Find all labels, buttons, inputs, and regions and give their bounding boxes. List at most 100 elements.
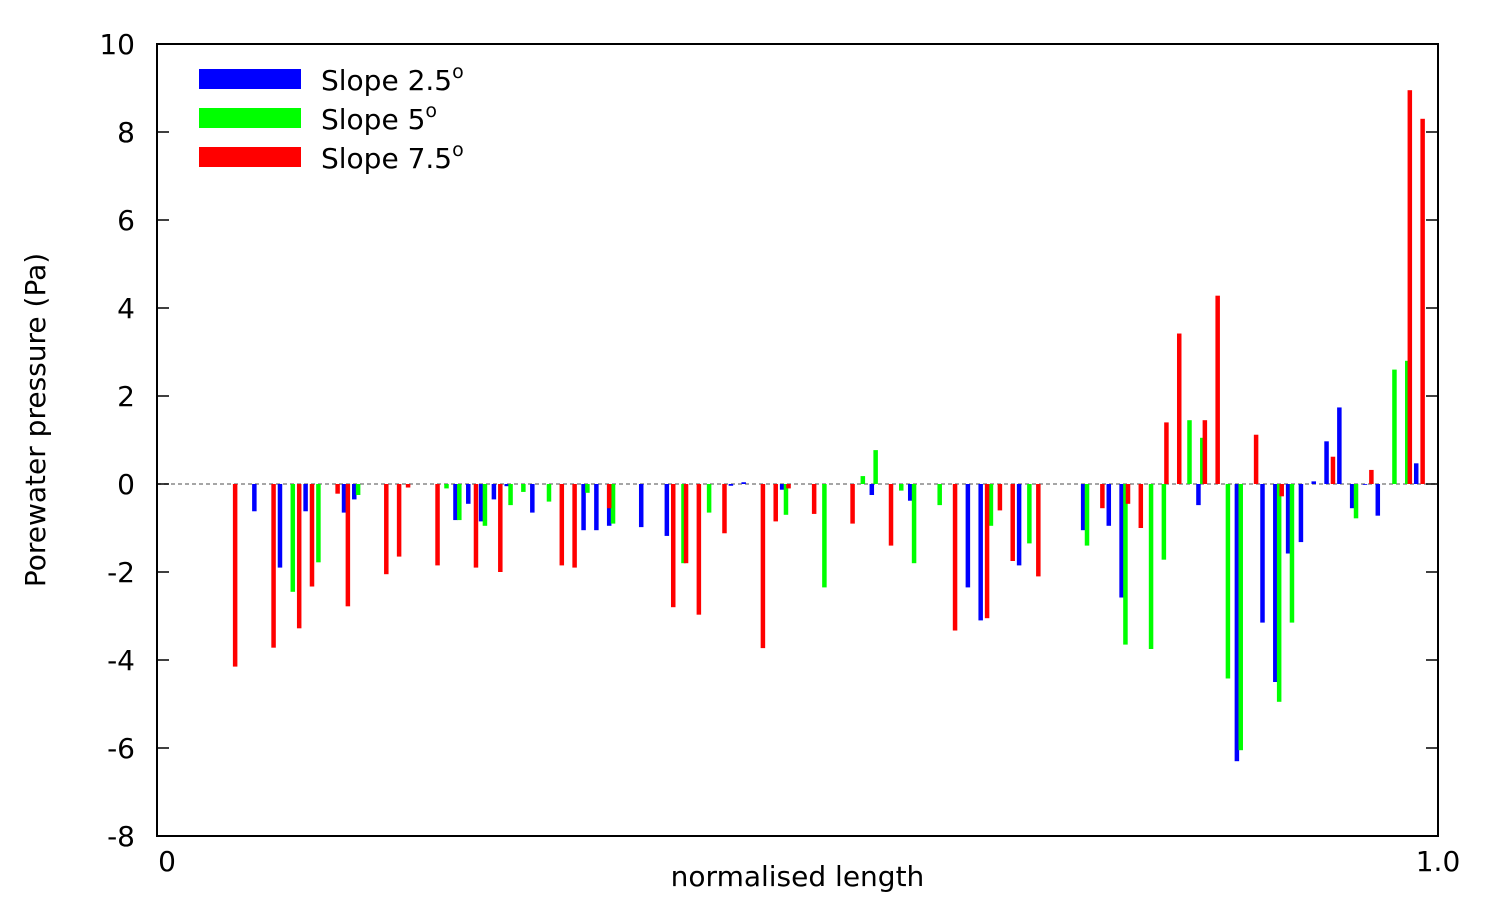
bar-series-2-point-1	[290, 484, 296, 592]
bar-series-3-point-43	[1420, 118, 1425, 485]
bar-series-1-point-27	[1119, 484, 1124, 598]
legend-swatch-series-3	[199, 147, 301, 167]
bar-series-3-point-39	[1279, 484, 1284, 497]
bar-series-2-point-13	[706, 484, 712, 513]
bar-series-2-point-7	[508, 484, 513, 506]
bar-series-2-point-4	[444, 484, 449, 489]
bar-series-3-point-2	[271, 484, 276, 648]
y-tick-label: -6	[107, 732, 135, 765]
bar-series-3-point-27	[984, 484, 990, 619]
bar-series-3-point-13	[559, 484, 565, 566]
bar-series-1-point-2	[277, 484, 283, 568]
bar-series-1-point-5	[352, 484, 357, 500]
bar-series-3-point-7	[384, 484, 389, 575]
bar-series-3-point-5	[335, 484, 340, 494]
bar-series-2-point-33	[1353, 484, 1359, 519]
bar-series-2-point-3	[355, 484, 361, 495]
bar-series-1-point-15	[638, 484, 644, 528]
bar-series-2-point-31	[1276, 484, 1282, 702]
y-tick-label: 4	[117, 292, 135, 325]
bar-series-3-point-42	[1407, 90, 1413, 484]
bar-series-1-point-29	[1234, 484, 1240, 762]
legend-label-series-3: Slope 7.5o	[321, 139, 464, 175]
legend-swatch-series-2	[199, 108, 301, 128]
bar-series-1-point-10	[504, 484, 509, 487]
bar-series-1-point-4	[341, 484, 347, 513]
bar-series-3-point-6	[345, 484, 351, 607]
legend-label-degree-superscript: o	[452, 61, 464, 83]
bar-series-2-point-24	[1123, 484, 1128, 645]
bar-series-3-point-37	[1215, 295, 1220, 484]
bar-series-2-point-8	[521, 484, 526, 492]
bar-series-1-point-37	[1349, 484, 1355, 509]
bar-series-2-point-14	[783, 484, 789, 515]
bar-series-3-point-21	[773, 484, 778, 522]
bar-series-1-point-11	[530, 484, 535, 513]
bar-series-2-point-22	[1027, 484, 1032, 544]
bar-series-1-point-19	[779, 484, 785, 490]
bar-series-2-point-25	[1148, 484, 1154, 649]
bar-series-1-point-12	[581, 484, 586, 531]
bar-series-2-point-30	[1238, 484, 1243, 751]
plot-frame	[156, 43, 1439, 837]
bar-series-1-point-40	[1413, 463, 1419, 484]
y-tick-label: -2	[107, 556, 135, 589]
bar-series-1-point-24	[1016, 484, 1022, 566]
bar-series-3-point-1	[232, 484, 238, 667]
bar-series-3-point-11	[473, 484, 479, 568]
bar-series-1-point-31	[1273, 484, 1278, 682]
bar-series-3-point-32	[1125, 484, 1131, 504]
bar-series-3-point-12	[498, 484, 503, 572]
bar-series-3-point-23	[811, 484, 817, 514]
y-axis-label: Porewater pressure (Pa)	[19, 253, 52, 587]
bar-series-1-point-26	[1106, 484, 1112, 526]
bar-series-3-point-40	[1330, 456, 1336, 484]
bar-series-2-point-2	[316, 484, 321, 563]
bar-series-1-point-32	[1285, 484, 1291, 554]
legend-label-base: Slope 2.5	[321, 64, 452, 97]
bar-series-3-point-9	[405, 484, 411, 488]
bar-series-3-point-41	[1369, 469, 1374, 484]
bar-series-3-point-38	[1253, 434, 1259, 484]
bar-series-1-point-13	[594, 484, 599, 531]
bar-series-1-point-30	[1260, 484, 1265, 623]
bar-series-2-point-26	[1161, 484, 1167, 560]
bar-series-2-point-10	[585, 484, 590, 493]
bar-series-3-point-15	[606, 484, 612, 509]
bar-series-3-point-19	[722, 484, 727, 534]
bar-series-1-point-16	[664, 484, 670, 536]
bar-series-2-point-11	[610, 484, 616, 524]
bar-series-2-point-29	[1225, 484, 1231, 679]
bar-series-2-point-20	[937, 484, 942, 506]
bar-series-3-point-3	[296, 484, 302, 629]
bar-series-1-point-34	[1311, 481, 1316, 484]
bar-series-3-point-14	[572, 484, 577, 568]
x-tick-label: 0	[158, 845, 176, 878]
bar-series-1-point-21	[907, 484, 913, 501]
bar-series-1-point-3	[303, 484, 308, 512]
bar-series-3-point-18	[696, 484, 702, 615]
bar-series-3-point-10	[435, 484, 440, 566]
legend-label-degree-superscript: o	[425, 100, 437, 122]
bar-series-1-point-33	[1298, 484, 1304, 543]
bar-series-3-point-33	[1138, 484, 1144, 528]
bar-series-2-point-16	[860, 476, 866, 484]
bar-series-2-point-5	[457, 484, 462, 521]
bar-series-3-point-36	[1202, 420, 1208, 484]
bar-series-2-point-28	[1200, 437, 1205, 484]
bar-series-3-point-34	[1164, 422, 1169, 484]
legend-label-degree-superscript: o	[452, 139, 464, 161]
y-tick-label: -4	[107, 644, 135, 677]
bar-series-2-point-23	[1084, 484, 1090, 546]
bar-series-2-point-21	[988, 484, 994, 526]
y-tick-label: 0	[117, 468, 135, 501]
bar-series-1-point-28	[1196, 484, 1201, 506]
bar-series-3-point-24	[850, 484, 855, 524]
bar-series-1-point-35	[1324, 441, 1329, 484]
bar-series-3-point-20	[760, 484, 766, 649]
bar-series-3-point-35	[1176, 333, 1182, 484]
x-axis-label: normalised length	[671, 860, 925, 893]
legend-label-series-2: Slope 5o	[321, 100, 437, 136]
